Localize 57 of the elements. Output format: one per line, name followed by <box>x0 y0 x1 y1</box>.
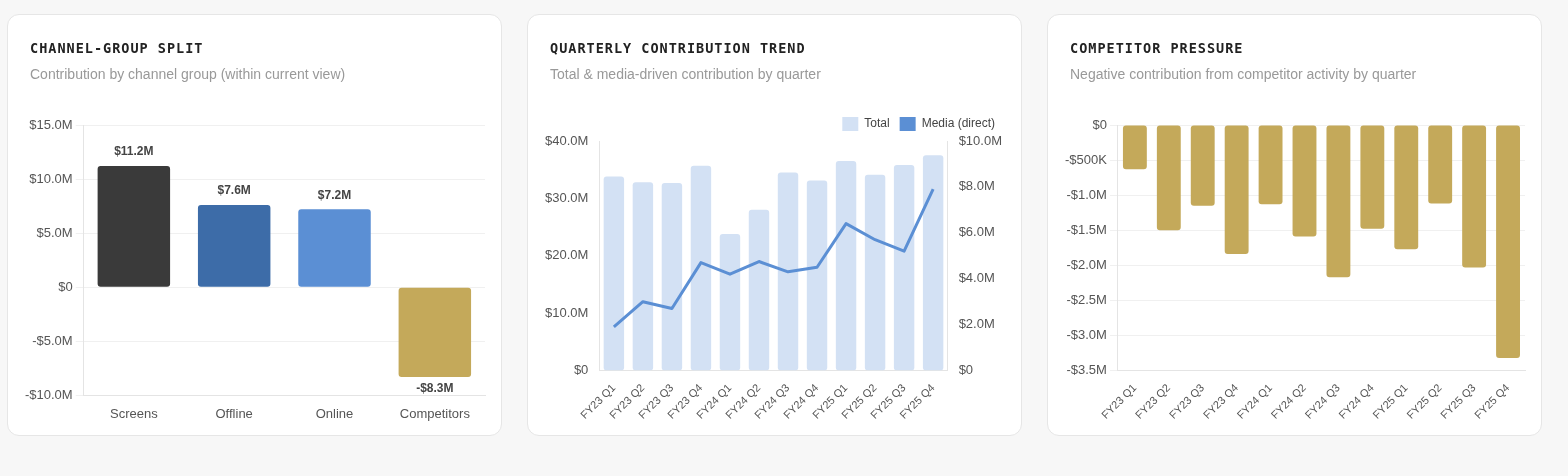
chart-subtitle: Negative contribution from competitor activity by quarter <box>1070 66 1417 82</box>
y2-tick-label: $10.0M <box>958 132 1003 148</box>
x-tick-label: Screens <box>110 405 159 421</box>
y-tick-label: $15.0M <box>29 116 73 132</box>
x-tick-label: Competitors <box>399 405 471 421</box>
y-tick-label: $10.0M <box>544 304 589 320</box>
y-tick-label: $10.0M <box>29 170 73 186</box>
y2-tick-label: $0 <box>958 362 974 378</box>
chart-title: COMPETITOR PRESSURE <box>1070 40 1244 56</box>
bar <box>661 182 683 371</box>
bar <box>835 161 857 371</box>
bar <box>922 155 944 371</box>
chart-subtitle: Contribution by channel group (within current view) <box>30 66 346 82</box>
y2-tick-label: $6.0M <box>958 224 995 240</box>
bar <box>197 205 271 287</box>
y-tick-label: -$2.0M <box>1066 256 1107 272</box>
x-tick-label: Offline <box>215 405 253 421</box>
y-tick-label: -$500K <box>1065 151 1108 167</box>
y-tick-label: -$10.0M <box>24 386 73 402</box>
y-tick-label: -$1.5M <box>1066 221 1107 237</box>
y-tick-label: -$5.0M <box>32 332 73 348</box>
bar <box>893 165 915 371</box>
chart-title: QUARTERLY CONTRIBUTION TREND <box>550 40 806 56</box>
legend-label: Total <box>864 116 890 131</box>
y-tick-label: $0 <box>573 362 589 378</box>
y-tick-label: -$1.0M <box>1066 186 1107 202</box>
data-label: -$8.3M <box>416 381 454 396</box>
data-label: $7.6M <box>217 183 251 198</box>
y2-tick-label: $4.0M <box>958 270 995 286</box>
x-tick-label: Online <box>315 405 354 421</box>
bar <box>398 287 472 378</box>
bar <box>864 174 886 371</box>
legend-label: Media (direct) <box>921 116 996 131</box>
y2-tick-label: $8.0M <box>958 178 995 194</box>
y2-tick-label: $2.0M <box>958 316 995 332</box>
bar <box>690 165 712 371</box>
bar <box>806 180 828 371</box>
chart-subtitle: Total & media-driven contribution by quarter <box>550 66 821 82</box>
y-tick-label: -$2.5M <box>1066 291 1107 307</box>
y-tick-label: $40.0M <box>544 132 589 148</box>
y-tick-label: $0 <box>58 278 73 294</box>
y-tick-label: -$3.0M <box>1066 327 1107 343</box>
data-label: $11.2M <box>114 144 154 159</box>
bar <box>603 176 625 371</box>
bar <box>632 182 654 371</box>
bar <box>777 172 799 371</box>
y-tick-label: $5.0M <box>36 224 73 240</box>
y-tick-label: $30.0M <box>544 189 589 205</box>
chart-title: CHANNEL-GROUP SPLIT <box>30 40 204 56</box>
bar <box>748 209 770 371</box>
bar <box>719 233 741 371</box>
y-tick-label: $0 <box>1092 116 1107 132</box>
data-label: $7.2M <box>317 187 352 202</box>
bar <box>298 209 371 287</box>
y-tick-label: -$3.5M <box>1066 362 1107 378</box>
y-tick-label: $20.0M <box>544 247 589 263</box>
bar <box>97 166 171 287</box>
